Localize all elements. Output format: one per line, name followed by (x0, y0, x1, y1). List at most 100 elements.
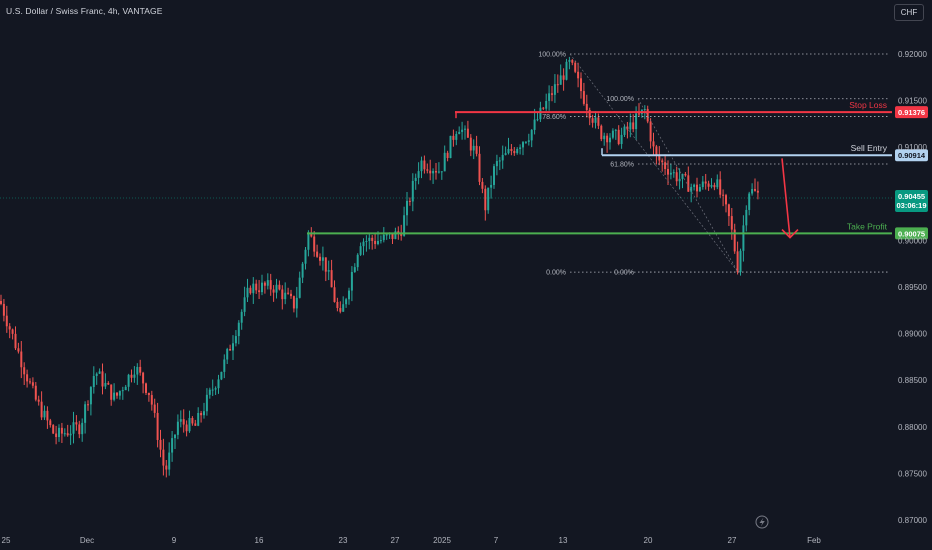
fib-trend-line[interactable] (569, 53, 739, 273)
candle-body (403, 215, 406, 236)
candle-body (414, 177, 417, 181)
candle-body (17, 348, 20, 352)
candle-body (432, 171, 435, 174)
candle-body (730, 216, 733, 230)
last-price-tag[interactable] (895, 189, 928, 212)
candle-body (649, 121, 652, 142)
candle-body (171, 438, 174, 453)
candle-body (208, 389, 211, 395)
candle-body (516, 148, 519, 154)
currency-button[interactable]: CHF (894, 4, 924, 21)
candle-body (46, 410, 49, 421)
x-tick-label: Feb (807, 536, 821, 545)
candle-body (292, 296, 295, 309)
candle-body (751, 189, 754, 194)
candle-body (232, 343, 234, 351)
candle-body (484, 188, 487, 211)
candle-body (658, 154, 661, 161)
stop-loss-price-text: 0.91376 (898, 108, 925, 117)
fib-level-label: 78.60% (542, 114, 566, 121)
candle-body (754, 189, 756, 191)
time-axis[interactable]: 25 Dec 9 16 23 27 2025 7 13 20 27 Feb (2, 536, 822, 545)
candle-body (710, 185, 713, 187)
candle-body (133, 374, 136, 378)
candle-body (464, 128, 466, 130)
fibonacci-retracements[interactable]: 100.00% 78.60% 0.00% 100.00% 61.80% 0.00% (538, 52, 890, 277)
candle-body (426, 169, 429, 171)
candle-body (310, 232, 313, 237)
stop-loss-price-tag[interactable] (895, 106, 928, 119)
x-tick-label: 16 (255, 536, 264, 545)
fib-trend-line[interactable] (637, 98, 739, 273)
y-tick-label: 0.88500 (898, 376, 927, 385)
candle-body (87, 404, 89, 406)
candle-body (153, 404, 156, 413)
candle-body (55, 433, 58, 438)
candle-body (8, 326, 11, 330)
sell-arrow[interactable] (781, 158, 791, 238)
candle-body (295, 297, 298, 309)
lightning-icon[interactable] (755, 515, 769, 529)
candle-body (461, 129, 464, 132)
candle-body (342, 304, 345, 312)
candle-body (263, 282, 266, 286)
candle-body (26, 374, 29, 382)
candle-body (316, 251, 319, 257)
candle-body (240, 311, 243, 323)
candle-body (756, 190, 759, 193)
candle-body (574, 62, 577, 72)
candle-body (211, 389, 214, 391)
candle-body (646, 108, 649, 122)
candle-body (252, 283, 255, 294)
candle-body (707, 183, 710, 187)
y-tick-label: 0.87000 (898, 516, 927, 525)
candle-body (704, 181, 707, 184)
candle-body (52, 425, 55, 434)
candle-body (124, 386, 127, 391)
candle-body (672, 172, 675, 174)
candle-body (98, 371, 101, 374)
candle-body (719, 179, 722, 195)
candle-body (377, 240, 379, 245)
candle-body (406, 200, 408, 216)
candle-body (513, 151, 516, 154)
y-tick-label: 0.88000 (898, 423, 927, 432)
candle-body (188, 417, 191, 432)
candle-body (75, 422, 78, 425)
take-profit-price-tag[interactable] (895, 227, 928, 240)
candle-body (440, 171, 443, 173)
candle-body (733, 229, 736, 252)
candle-body (391, 232, 394, 239)
candle-body (536, 119, 539, 121)
candle-body (49, 420, 52, 426)
candle-body (667, 169, 669, 175)
candle-body (214, 388, 217, 390)
candle-body (191, 417, 194, 424)
candle-body (408, 200, 411, 202)
price-axis[interactable]: 0.920000.915000.910000.905000.900000.895… (895, 50, 928, 525)
sell-entry-price-tag[interactable] (895, 149, 928, 162)
candles (0, 56, 759, 478)
candle-body (716, 179, 719, 188)
candle-body (693, 184, 696, 187)
candle-body (562, 75, 565, 80)
candle-body (269, 280, 272, 290)
sell-arrow-head (781, 229, 799, 239)
candle-body (582, 91, 585, 104)
fib-level-label: 0.00% (546, 270, 566, 277)
candle-body (130, 374, 133, 378)
trade-levels[interactable]: Stop Loss 0.91376 Sell Entry 0.90914 Take Pr… (307, 100, 928, 240)
candle-body (107, 383, 110, 385)
candle-body (113, 392, 116, 400)
candle-body (548, 93, 551, 101)
x-tick-label: Dec (80, 536, 94, 545)
candle-body (101, 371, 104, 387)
candle-body (290, 293, 292, 297)
candle-body (203, 411, 205, 416)
take-profit-price-text: 0.90075 (898, 229, 925, 238)
candle-body (31, 382, 34, 386)
candle-body (374, 240, 377, 245)
fib-level-label: 100.00% (606, 96, 634, 103)
candle-body (696, 184, 698, 192)
